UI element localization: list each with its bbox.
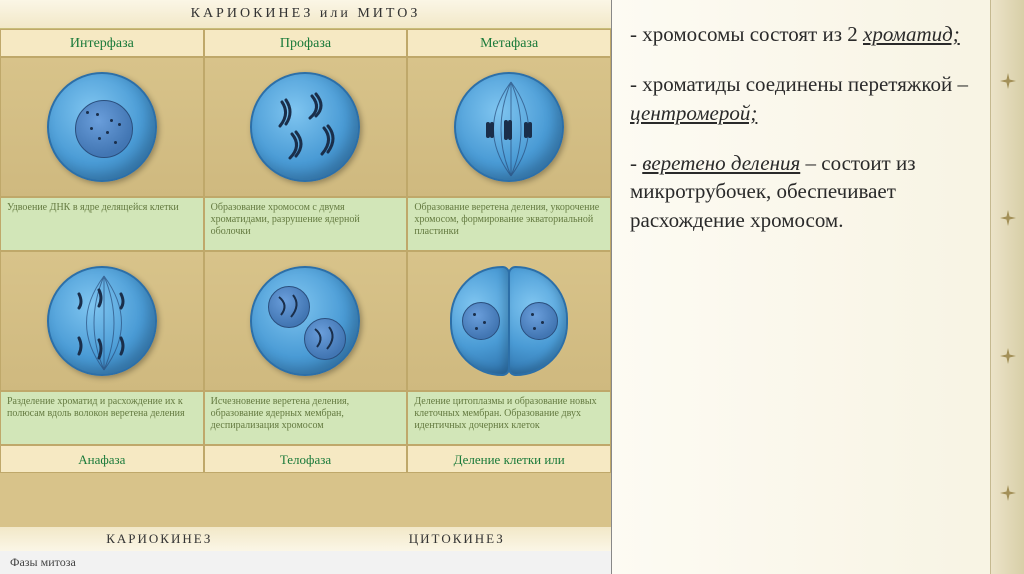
- cell-anaphase: [0, 251, 204, 391]
- col-header-prophase: Профаза: [204, 29, 408, 57]
- note-chromatids: - хромосомы состоят из 2 хроматид;: [630, 20, 1000, 48]
- table-bottom-bar: КАРИОКИНЕЗ ЦИТОКИНЕЗ: [0, 527, 611, 551]
- bottom-label-karyokinesis: КАРИОКИНЕЗ: [106, 531, 212, 547]
- desc-interphase: Удвоение ДНК в ядре делящейся клетки: [0, 197, 204, 251]
- col-header-interphase: Интерфаза: [0, 29, 204, 57]
- star-icon: [1000, 210, 1016, 226]
- star-icon: [1000, 348, 1016, 364]
- figure-caption: Фазы митоза: [0, 551, 611, 574]
- desc-cytokinesis: Деление цитоплазмы и образование новых к…: [407, 391, 611, 445]
- desc-anaphase: Разделение хроматид и расхождение их к п…: [0, 391, 204, 445]
- mitosis-table-panel: КАРИОКИНЕЗ или МИТОЗ Интерфаза Профаза М…: [0, 0, 612, 574]
- slide-decoration-strip: [990, 0, 1024, 574]
- cell-cytokinesis: [407, 251, 611, 391]
- table-title-bar: КАРИОКИНЕЗ или МИТОЗ: [0, 0, 611, 29]
- note-centromere: - хроматиды соединены перетяжкой – центр…: [630, 70, 1000, 127]
- desc-metaphase: Образование веретена деления, укорочение…: [407, 197, 611, 251]
- star-icon: [1000, 485, 1016, 501]
- footer-telophase: Телофаза: [204, 445, 408, 473]
- star-icon: [1000, 73, 1016, 89]
- desc-telophase: Исчезновение веретена деления, образован…: [204, 391, 408, 445]
- footer-division: Деление клетки или: [407, 445, 611, 473]
- cell-prophase: [204, 57, 408, 197]
- desc-prophase: Образование хромосом с двумя хроматидами…: [204, 197, 408, 251]
- notes-panel: - хромосомы состоят из 2 хроматид; - хро…: [612, 0, 1024, 574]
- mitosis-grid: Интерфаза Профаза Метафаза: [0, 29, 611, 527]
- bottom-label-cytokinesis: ЦИТОКИНЕЗ: [409, 531, 505, 547]
- col-header-metaphase: Метафаза: [407, 29, 611, 57]
- cell-interphase: [0, 57, 204, 197]
- cell-telophase: [204, 251, 408, 391]
- footer-anaphase: Анафаза: [0, 445, 204, 473]
- note-spindle: - веретено деления – состоит из микротру…: [630, 149, 1000, 234]
- cell-metaphase: [407, 57, 611, 197]
